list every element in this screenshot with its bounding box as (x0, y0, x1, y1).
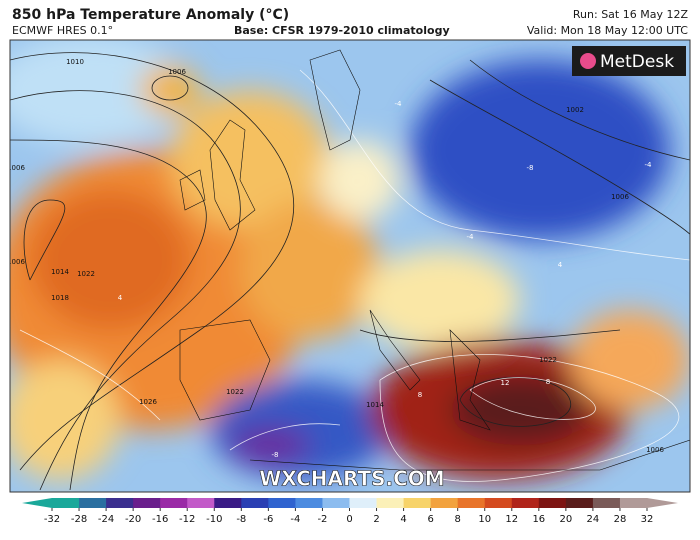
colorbar-label: 20 (559, 514, 572, 525)
colorbar-segment (187, 498, 215, 508)
isotherm-label: -8 (527, 164, 534, 172)
colorbar-label: 32 (641, 514, 654, 525)
isobar-label: 1006 (611, 193, 629, 201)
isotherm-label: -4 (395, 100, 403, 108)
colorbar-label: -8 (236, 514, 246, 525)
colorbar-label: -20 (125, 514, 141, 525)
model: ECMWF HRES 0.1° (12, 24, 113, 37)
run: Run: Sat 16 May 12Z (573, 8, 689, 21)
colorbar-label: -10 (206, 514, 222, 525)
isobars (10, 52, 690, 491)
colorbar-label: -6 (263, 514, 273, 525)
isobar-label: 1026 (139, 398, 157, 406)
colorbar-label: 0 (346, 514, 352, 525)
valid: Valid: Mon 18 May 12:00 UTC (527, 24, 688, 37)
colorbar-label: 16 (532, 514, 545, 525)
isobar-label: 1018 (51, 294, 69, 302)
watermark: WXCHARTS.COM (259, 467, 444, 491)
colorbar-segment (79, 498, 107, 508)
isotherm-label: -4 (645, 161, 653, 169)
colorbar-arrow-right (647, 498, 678, 508)
isotherm-label: 8 (546, 378, 550, 386)
colorbar-segment (214, 498, 242, 508)
isobar-label: 1022 (226, 388, 244, 396)
colorbar-segment (268, 498, 296, 508)
colorbar-label: -2 (317, 514, 327, 525)
colorbar-label: 4 (400, 514, 406, 525)
colorbar-label: 12 (505, 514, 518, 525)
isobar-label: 1022 (77, 270, 95, 278)
colorbar-label: 2 (373, 514, 379, 525)
logo: MetDesk (600, 52, 674, 72)
colorbar-segment (295, 498, 323, 508)
colorbar-segment (106, 498, 134, 508)
isobar-label: 1006 (646, 446, 664, 454)
colorbar-label: 8 (454, 514, 460, 525)
colorbar-label: -12 (179, 514, 195, 525)
logo-icon (580, 53, 596, 69)
colorbar-segment (619, 498, 648, 508)
isobar-label: 1006 (168, 68, 186, 76)
colorbar-label: -16 (152, 514, 168, 525)
isotherms (19, 69, 690, 482)
colorbar-segment (241, 498, 269, 508)
colorbar-segment (376, 498, 405, 508)
colorbar-label: -24 (98, 514, 114, 525)
colorbar-segment (160, 498, 188, 508)
isobar-label: 1014 (366, 401, 384, 409)
colorbar-label: 28 (614, 514, 627, 525)
colorbar-segment (538, 498, 567, 508)
colorbar-label: -28 (71, 514, 87, 525)
colorbar-segment (322, 498, 350, 508)
base: Base: CFSR 1979-2010 climatology (234, 24, 450, 37)
isobar-label: 1010 (66, 58, 84, 66)
isobar-label: 1014 (51, 268, 69, 276)
colorbar-label: 24 (587, 514, 600, 525)
colorbar-segment (565, 498, 594, 508)
coastlines (179, 49, 690, 471)
isotherm-label: 8 (418, 391, 422, 399)
isobar-label: 1006 (7, 164, 25, 172)
isobar-label: 1002 (566, 106, 584, 114)
isotherm-label: 4 (118, 294, 123, 302)
colorbar-segment (457, 498, 486, 508)
colorbar-segment (52, 498, 80, 508)
colorbar-arrow-left (22, 498, 52, 508)
isobar-label: 1006 (7, 258, 25, 266)
colorbar-label: 10 (478, 514, 491, 525)
colorbar-segment (592, 498, 621, 508)
colorbar-label: -4 (290, 514, 300, 525)
colorbar-segment (403, 498, 432, 508)
isotherm-label: 4 (558, 261, 563, 269)
isotherm-label: -8 (272, 451, 279, 459)
colorbar-label: -32 (44, 514, 60, 525)
map-frame (9, 39, 691, 493)
map: 1010 1006 1006 1006 1014 1018 1022 1026 1022 1014… (7, 40, 690, 492)
title: 850 hPa Temperature Anomaly (°C) (12, 7, 289, 23)
colorbar: -32 -28 -24 -20 -16 -12 -10 -8 -6 -4 -2 0 2 4 6 8 10 12 16… (22, 498, 678, 525)
colorbar-segment (511, 498, 540, 508)
colorbar-segment (430, 498, 459, 508)
isobar-label: 1022 (539, 356, 557, 364)
isotherm-label: 12 (501, 379, 510, 387)
colorbar-segment (133, 498, 161, 508)
isotherm-label: -4 (467, 233, 475, 241)
colorbar-segment (349, 498, 378, 508)
colorbar-segment (484, 498, 513, 508)
colorbar-label: 6 (427, 514, 433, 525)
